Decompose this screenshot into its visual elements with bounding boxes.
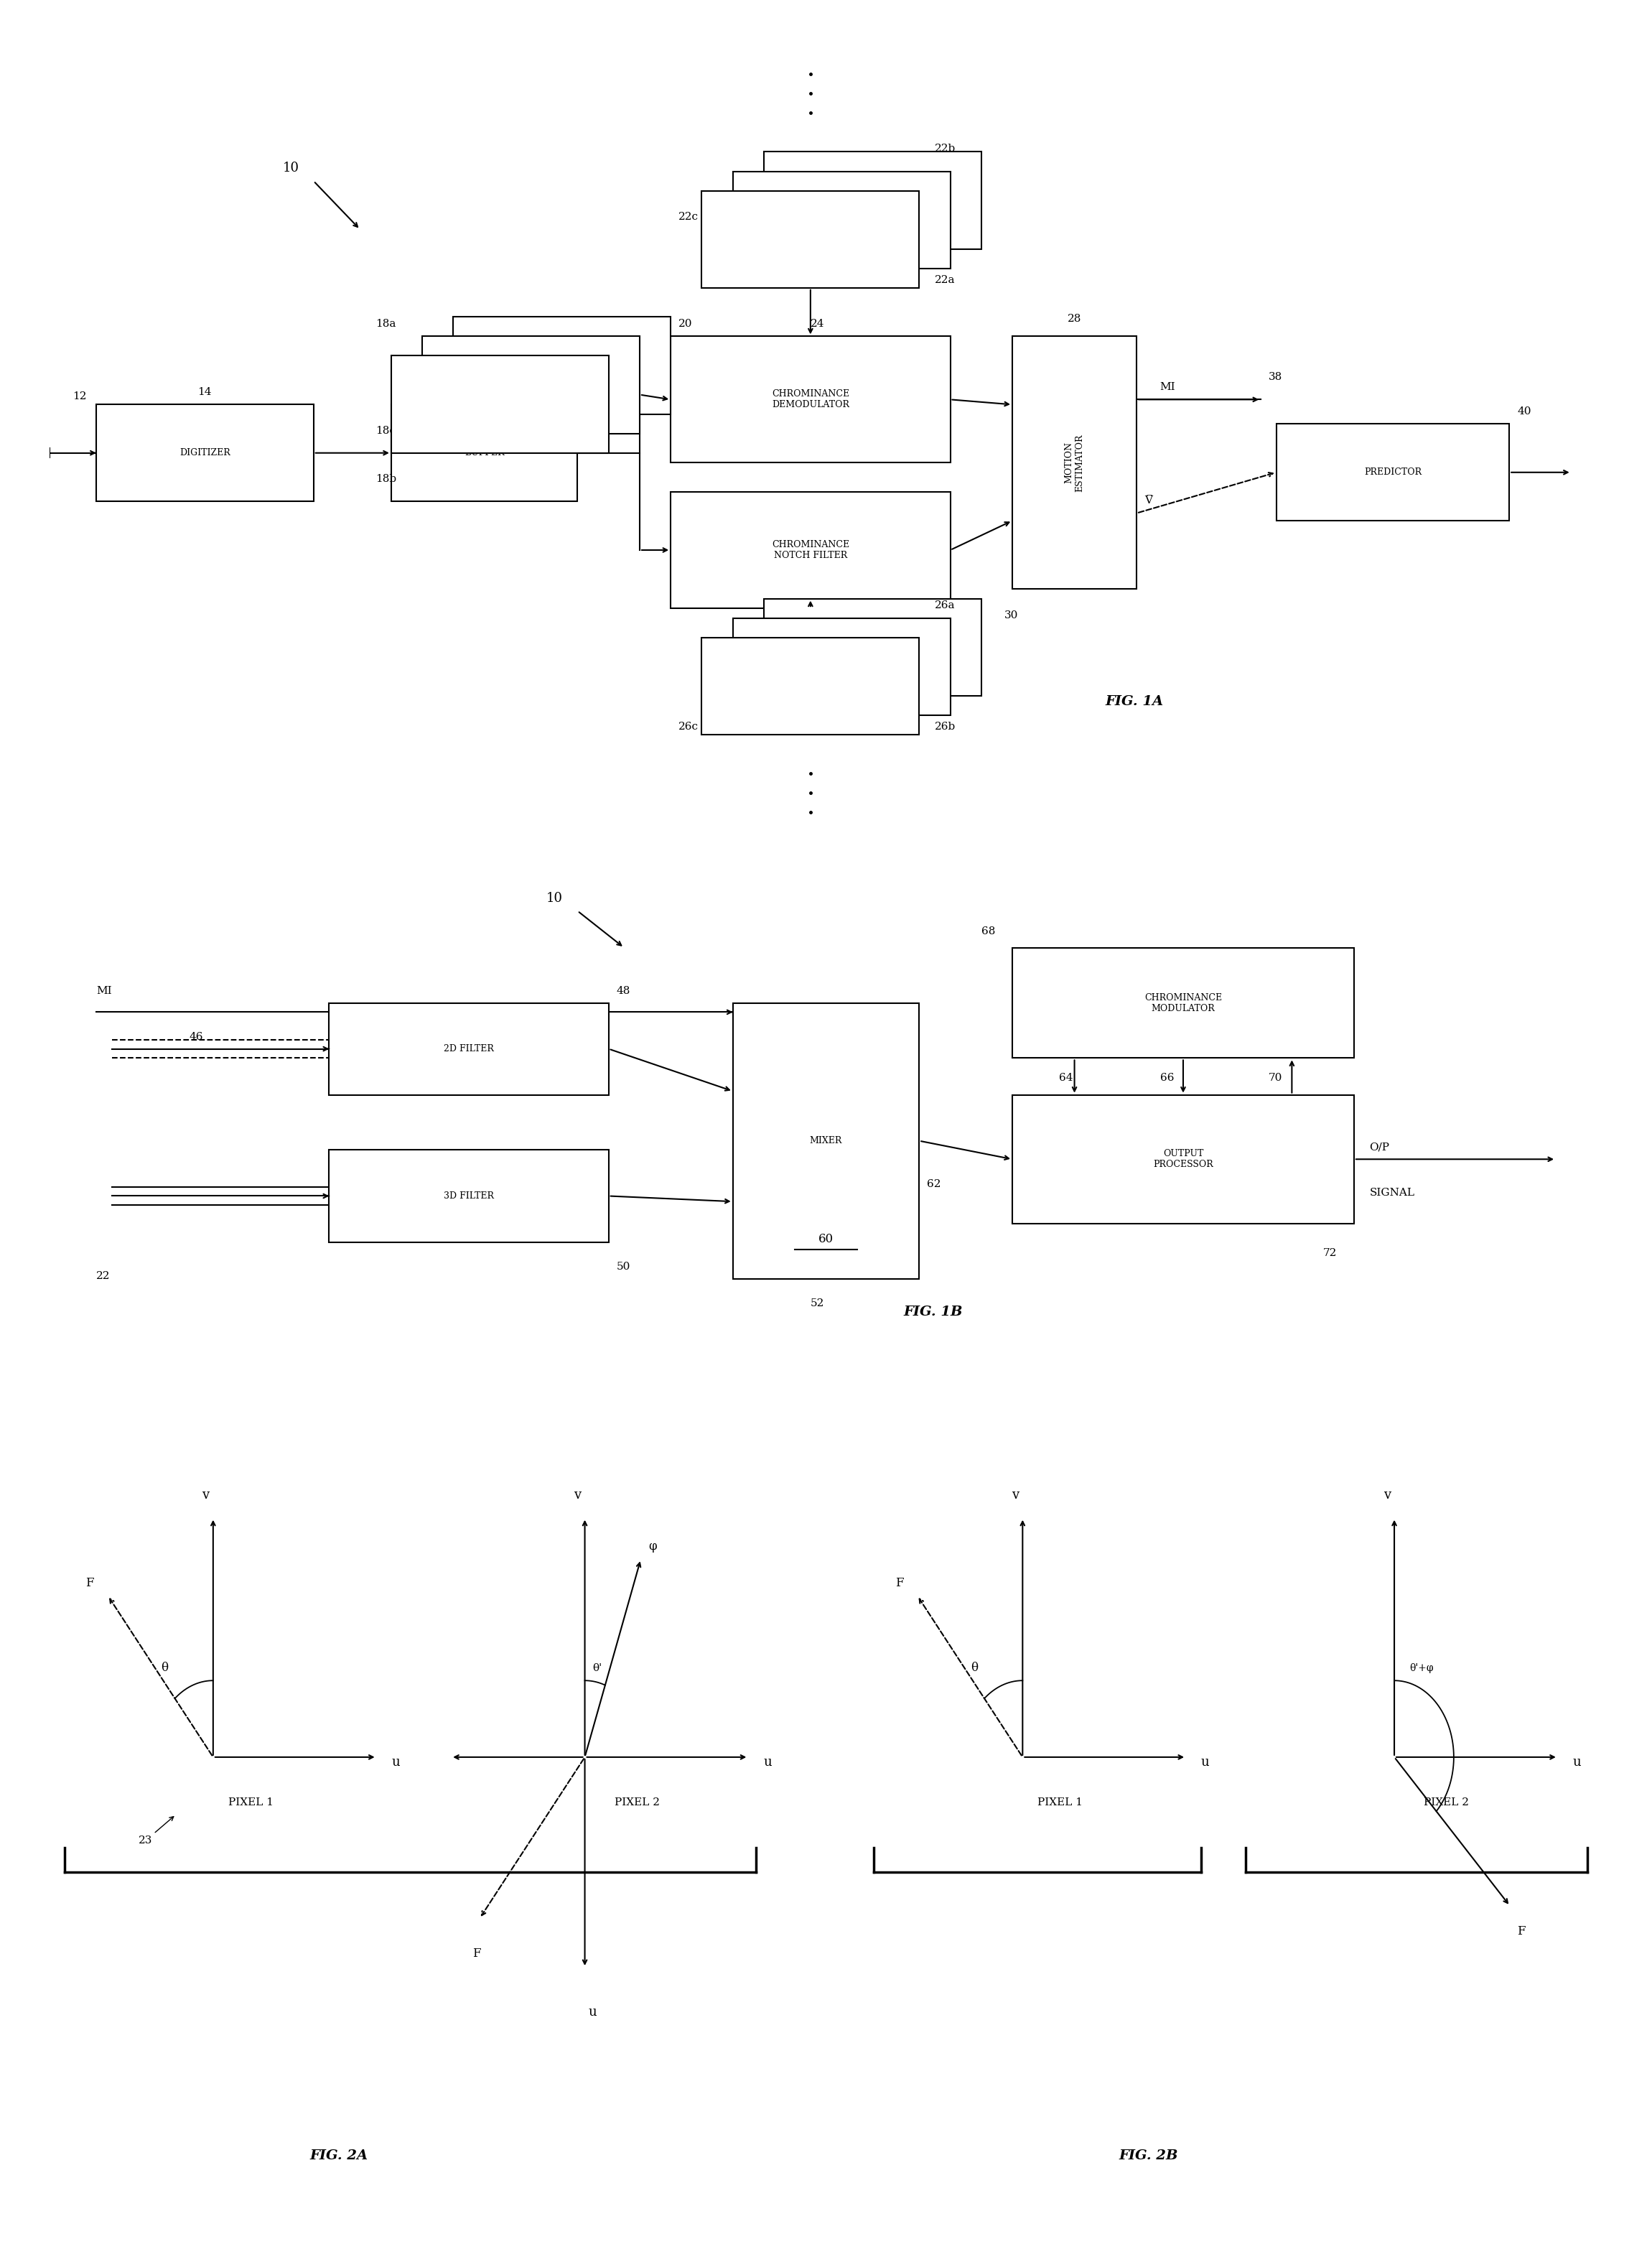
Text: 22c: 22c [679,212,699,223]
Text: CHROMINANCE
NOTCH FILTER: CHROMINANCE NOTCH FILTER [771,540,849,561]
Text: 50: 50 [616,1261,631,1272]
Text: 46: 46 [190,1031,203,1043]
Text: 30: 30 [1004,610,1019,619]
Text: v: v [1011,1489,1019,1502]
Text: FIG. 2B: FIG. 2B [1120,2148,1178,2162]
Text: u: u [1201,1757,1209,1768]
Text: v: v [1383,1489,1391,1502]
Text: FIG. 1A: FIG. 1A [1105,696,1163,709]
FancyBboxPatch shape [453,318,671,414]
FancyBboxPatch shape [392,356,608,453]
Text: v: v [573,1489,582,1502]
Text: u: u [763,1757,771,1768]
FancyBboxPatch shape [702,191,919,288]
Text: 52: 52 [811,1299,824,1308]
FancyBboxPatch shape [1277,423,1510,520]
Text: 38: 38 [1269,372,1282,383]
Text: V̅: V̅ [1145,495,1151,507]
Text: 26b: 26b [935,723,957,732]
Text: BUFFER: BUFFER [464,448,504,457]
FancyBboxPatch shape [733,171,950,268]
Text: CHROMINANCE
MODULATOR: CHROMINANCE MODULATOR [1145,993,1222,1013]
Text: u: u [588,2007,596,2018]
Text: F: F [895,1576,904,1590]
Text: 23: 23 [139,1835,152,1844]
Text: O/P: O/P [1370,1142,1389,1153]
Text: 70: 70 [1269,1074,1282,1083]
Text: CHROMINANCE
DEMODULATOR: CHROMINANCE DEMODULATOR [771,390,849,410]
Text: 22: 22 [96,1270,111,1281]
Text: 62: 62 [927,1178,942,1189]
Text: 10: 10 [547,892,563,905]
Text: F: F [472,1948,481,1959]
Text: 40: 40 [1517,405,1531,417]
FancyBboxPatch shape [671,336,950,462]
Text: DIGITIZER: DIGITIZER [180,448,230,457]
Text: 48: 48 [616,986,631,995]
FancyBboxPatch shape [763,151,981,250]
Text: OUTPUT
PROCESSOR: OUTPUT PROCESSOR [1153,1149,1213,1169]
Text: 14: 14 [198,387,211,396]
Text: 26c: 26c [679,723,699,732]
Text: 10: 10 [282,162,299,173]
Text: 18a: 18a [375,320,396,329]
Text: F: F [1518,1925,1526,1937]
Text: 64: 64 [1059,1074,1072,1083]
Text: u: u [1573,1757,1581,1768]
Text: 16: 16 [477,387,491,396]
Text: PREDICTOR: PREDICTOR [1365,468,1422,477]
Text: PIXEL 2: PIXEL 2 [1424,1797,1469,1806]
Text: MIXER: MIXER [809,1137,843,1146]
Text: PIXEL 1: PIXEL 1 [1037,1797,1082,1806]
Text: MI: MI [96,986,112,995]
Text: 24: 24 [811,320,824,329]
Text: 26a: 26a [935,601,955,610]
Text: 18c: 18c [375,426,396,435]
Text: θ: θ [162,1662,169,1673]
FancyBboxPatch shape [329,1002,608,1094]
Text: u: u [392,1757,400,1768]
Text: θ: θ [971,1662,978,1673]
FancyBboxPatch shape [96,405,314,502]
FancyBboxPatch shape [1013,948,1355,1058]
Text: 22b: 22b [935,144,957,153]
Text: 2D FILTER: 2D FILTER [444,1045,494,1054]
Text: 12: 12 [73,392,88,401]
FancyBboxPatch shape [392,405,578,502]
Text: 68: 68 [981,926,995,937]
FancyBboxPatch shape [763,599,981,696]
Text: 18b: 18b [375,475,396,484]
Text: FIG. 2A: FIG. 2A [311,2148,368,2162]
Text: F: F [86,1576,94,1590]
Text: SIGNAL: SIGNAL [1370,1189,1414,1198]
FancyBboxPatch shape [733,617,950,716]
Text: FIG. 1B: FIG. 1B [904,1306,963,1317]
FancyBboxPatch shape [329,1151,608,1243]
Text: PIXEL 1: PIXEL 1 [228,1797,273,1806]
Text: 72: 72 [1323,1248,1336,1259]
Text: θ'+φ: θ'+φ [1409,1662,1434,1673]
FancyBboxPatch shape [671,491,950,608]
FancyBboxPatch shape [733,1002,919,1279]
Text: 22a: 22a [935,275,955,286]
Text: φ: φ [648,1540,656,1552]
Text: 66: 66 [1160,1074,1175,1083]
Text: PIXEL 2: PIXEL 2 [615,1797,659,1806]
Text: 60: 60 [818,1232,834,1245]
FancyBboxPatch shape [423,336,639,435]
Text: θ': θ' [593,1662,601,1673]
FancyBboxPatch shape [1013,336,1137,590]
Text: 3D FILTER: 3D FILTER [444,1191,494,1200]
Text: MOTION
ESTIMATOR: MOTION ESTIMATOR [1064,435,1084,491]
Text: 28: 28 [1067,313,1082,324]
Text: MI: MI [1160,383,1175,392]
FancyBboxPatch shape [1013,1094,1355,1223]
Text: v: v [202,1489,210,1502]
Text: 20: 20 [679,320,692,329]
FancyBboxPatch shape [702,637,919,734]
